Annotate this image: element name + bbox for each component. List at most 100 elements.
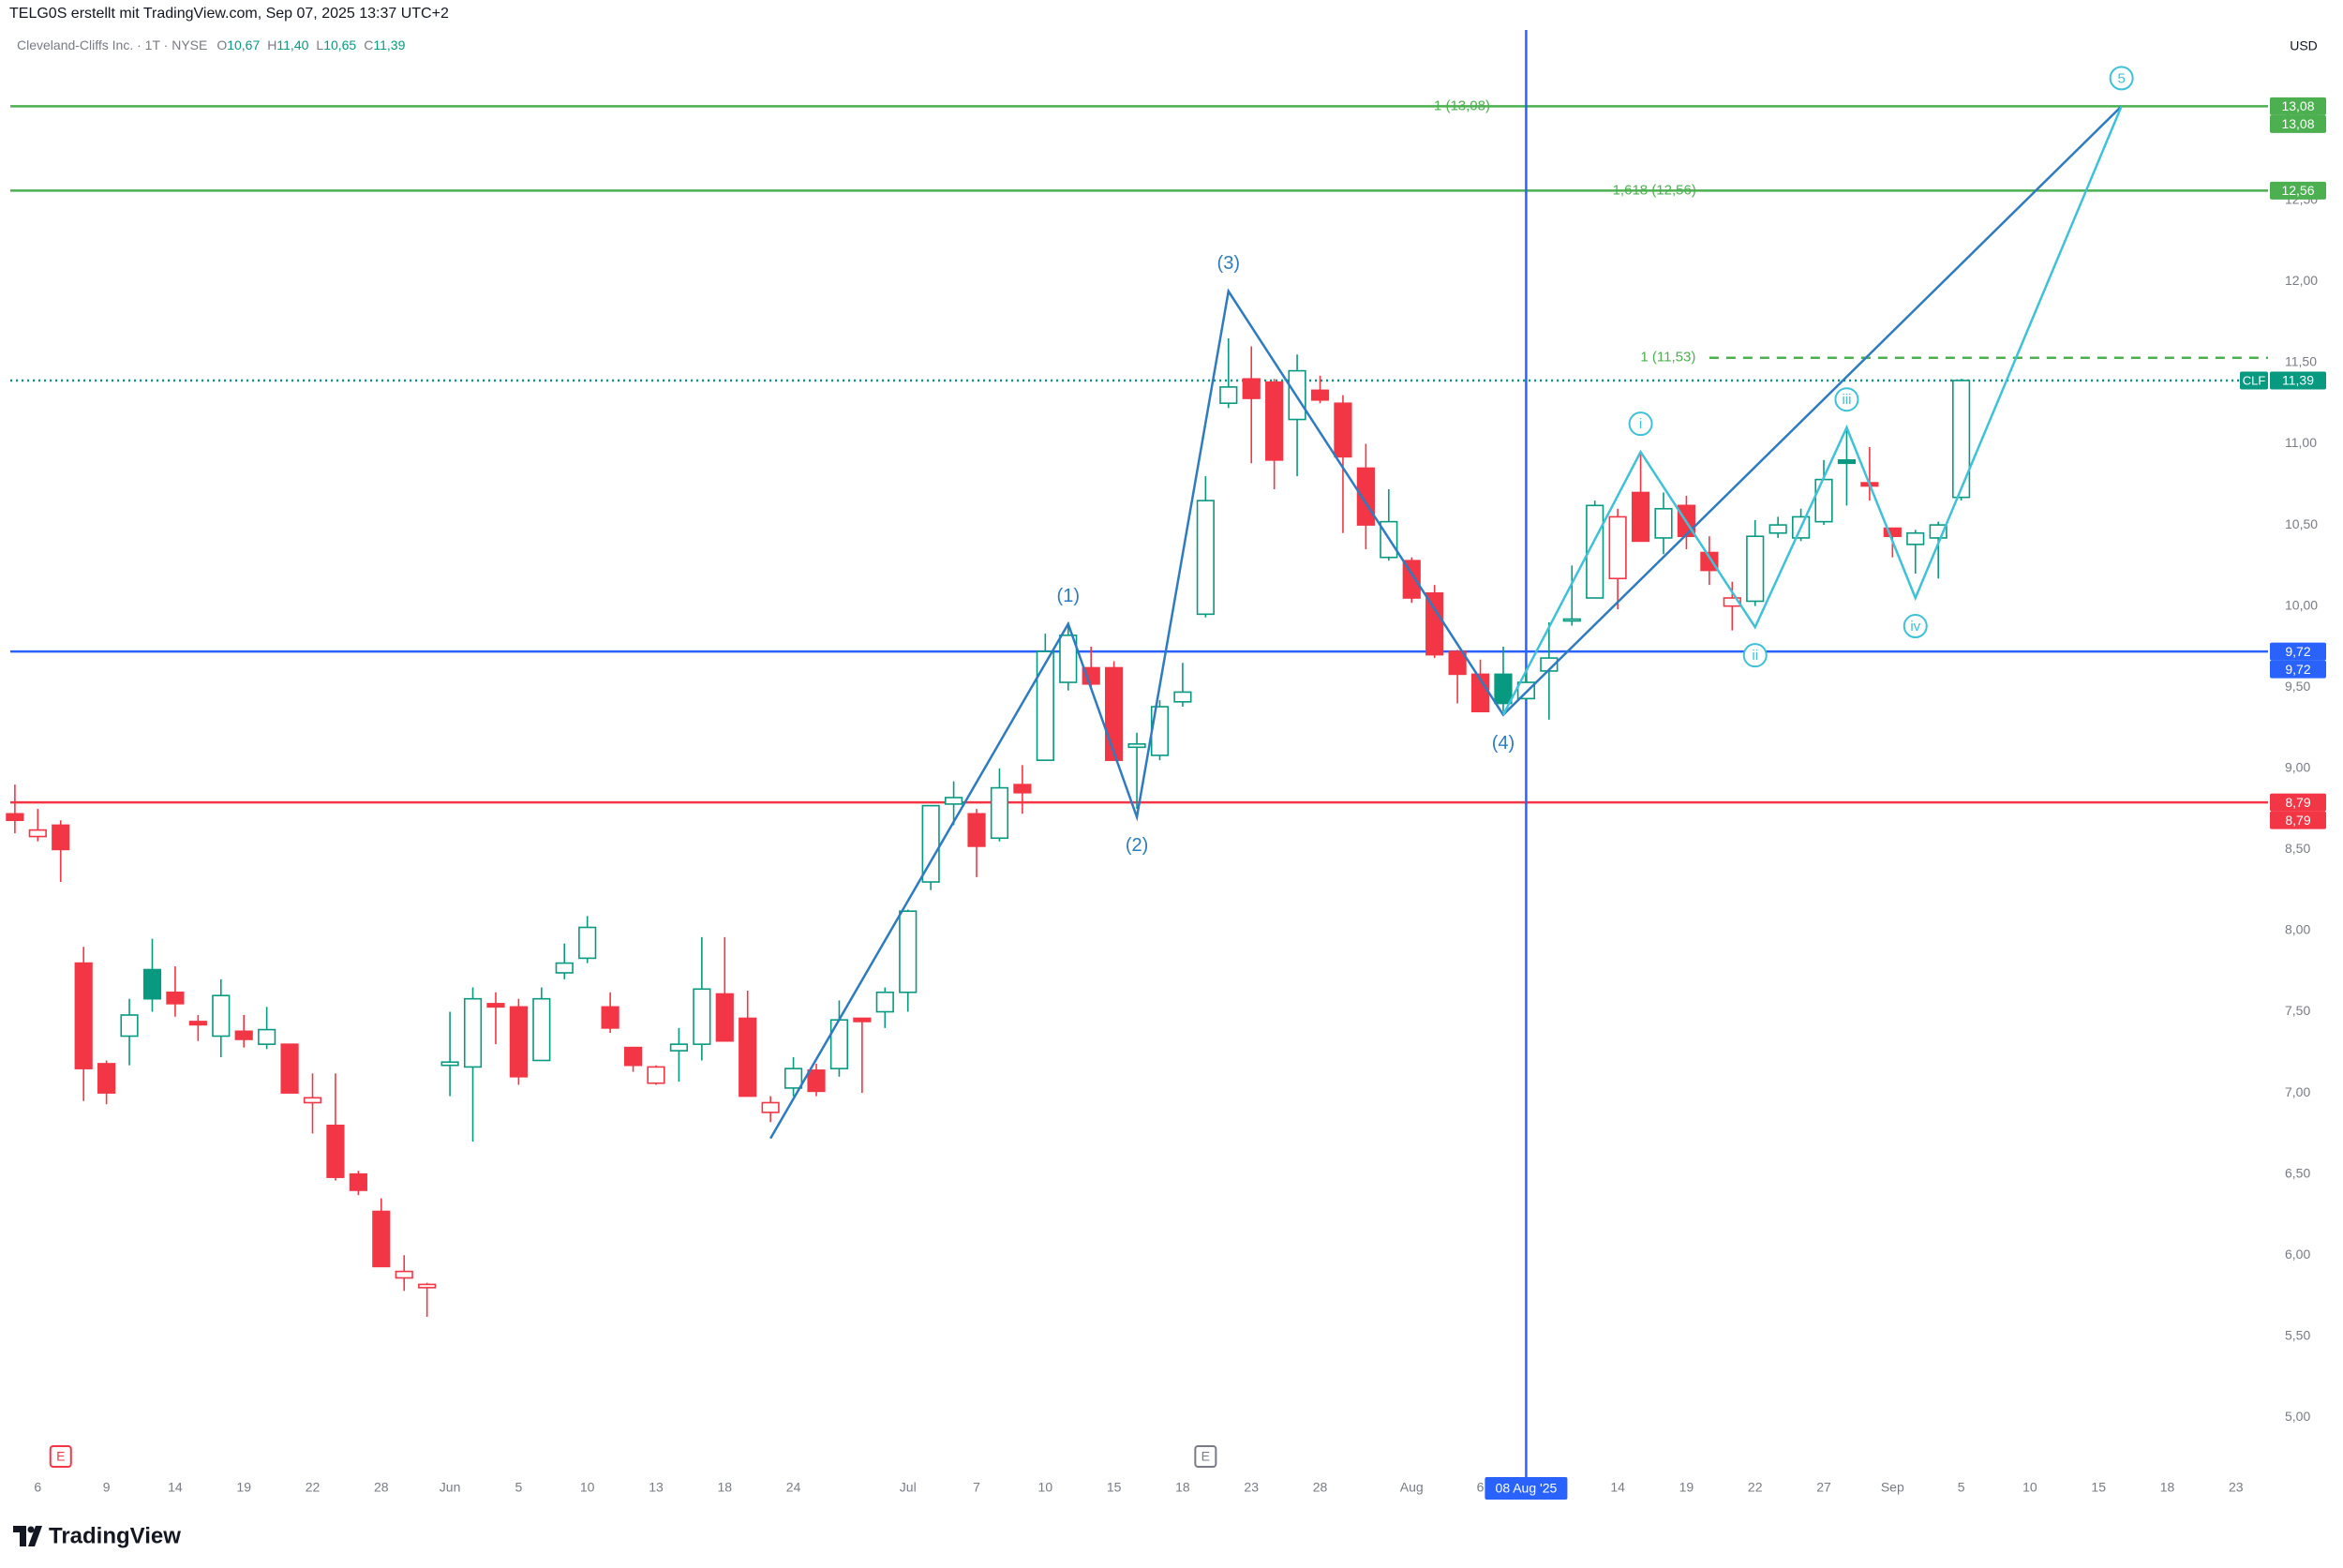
candle-body xyxy=(509,1006,528,1078)
symbol-title: Cleveland-Cliffs Inc. · 1T · NYSE xyxy=(17,37,208,52)
candle-body xyxy=(1425,592,1444,656)
wave-label-ring xyxy=(2109,66,2134,91)
candle-body xyxy=(693,988,711,1045)
price-tag-label: 11,39 xyxy=(2282,373,2314,388)
candle-body xyxy=(715,993,734,1042)
candle-body xyxy=(601,1006,619,1029)
x-tick-label: 23 xyxy=(1244,1480,1259,1495)
x-tick-label: 15 xyxy=(1107,1480,1122,1495)
candle-body xyxy=(440,1061,459,1067)
earnings-marker xyxy=(49,1445,72,1468)
candle-body xyxy=(326,1124,345,1178)
legend-key: C xyxy=(364,37,374,52)
x-tick-label: 5 xyxy=(515,1480,522,1495)
candle-body xyxy=(372,1210,391,1268)
candle-body xyxy=(875,991,894,1013)
candle-body xyxy=(532,997,551,1062)
candle-body xyxy=(1059,635,1078,683)
y-tick-label: 12,00 xyxy=(2285,273,2318,288)
candle-body xyxy=(1768,524,1787,534)
candle-body xyxy=(1631,491,1650,543)
candle-body xyxy=(1105,666,1124,761)
price-tag-label: 8,79 xyxy=(2285,813,2310,828)
wave-label: iv xyxy=(1910,619,1920,635)
candle-body xyxy=(97,1063,116,1094)
currency: USD xyxy=(2290,38,2318,53)
candle-body xyxy=(212,994,231,1038)
candle-body xyxy=(463,997,483,1068)
fib-label: 1 (11,53) xyxy=(1640,350,1695,366)
candle-body xyxy=(1310,389,1330,401)
x-tick-label: 6 xyxy=(34,1480,41,1495)
x-tick-label: Aug xyxy=(1400,1480,1424,1495)
candle-body xyxy=(188,1021,207,1026)
y-tick-label: 8,50 xyxy=(2285,841,2310,856)
x-tick-label: 19 xyxy=(1679,1480,1694,1495)
candle-body xyxy=(1265,381,1284,461)
legend-value: 10,65 xyxy=(323,37,357,52)
x-tick-label: 5 xyxy=(1958,1480,1965,1495)
candle-body xyxy=(1586,504,1604,599)
price-tag xyxy=(2270,642,2326,661)
wave-label-ring xyxy=(1834,387,1859,412)
candle-body xyxy=(669,1043,689,1052)
credit: TELG0S erstellt mit TradingView.com, Sep… xyxy=(9,6,449,22)
price-tag-label: 13,08 xyxy=(2281,116,2314,131)
candle-body xyxy=(853,1017,872,1023)
legend-key: H xyxy=(267,37,277,52)
x-tick-label: 18 xyxy=(2160,1480,2175,1495)
candle-body xyxy=(1013,784,1032,794)
candle-body xyxy=(1196,500,1215,616)
x-tick-label: 10 xyxy=(2022,1480,2037,1495)
x-tick-label: Sep xyxy=(1881,1480,1904,1495)
wave-label-ring xyxy=(1903,614,1928,639)
x-tick-label: 10 xyxy=(1038,1480,1053,1495)
wave-label: (2) xyxy=(1126,835,1148,856)
x-tick-label: 18 xyxy=(1175,1480,1190,1495)
candle-body xyxy=(990,786,1009,840)
x-tick-label: 15 xyxy=(2091,1480,2106,1495)
candle-body xyxy=(1723,597,1741,607)
candle-body xyxy=(166,991,185,1005)
fib-label: 1 (13,08) xyxy=(1434,97,1490,113)
price-tag xyxy=(2270,97,2326,115)
earnings-marker xyxy=(1194,1445,1217,1468)
y-tick-label: 9,00 xyxy=(2285,760,2310,775)
candle-body xyxy=(1494,673,1513,705)
legend-key: O xyxy=(216,37,228,52)
candle-body xyxy=(418,1283,437,1289)
symbol-legend: Cleveland-Cliffs Inc. · 1T · NYSE O10,67 H… xyxy=(17,37,410,52)
y-tick-label: 5,50 xyxy=(2285,1328,2310,1343)
candle-body xyxy=(1402,560,1421,599)
x-tick-label: 18 xyxy=(717,1480,732,1495)
fib-label: 1,618 (12,56) xyxy=(1613,182,1696,198)
candle-body xyxy=(555,962,574,974)
crosshair-tag-label: 08 Aug '25 xyxy=(1496,1481,1558,1496)
candle-body xyxy=(623,1046,643,1067)
y-tick-label: 10,00 xyxy=(2285,597,2318,612)
candle-body xyxy=(807,1069,826,1093)
price-tag xyxy=(2270,181,2326,200)
price-tag-label: 12,56 xyxy=(2281,183,2314,198)
legend-key: L xyxy=(316,37,324,52)
candle-body xyxy=(1837,459,1857,465)
logo-icon xyxy=(13,1526,42,1546)
y-tick-label: 5,00 xyxy=(2285,1409,2310,1424)
x-tick-label: 19 xyxy=(236,1480,251,1495)
x-tick-label: 14 xyxy=(168,1480,183,1495)
x-tick-label: 10 xyxy=(580,1480,595,1495)
candle-body xyxy=(578,926,597,960)
candle-body xyxy=(1036,650,1054,761)
price-tag-label: 13,08 xyxy=(2281,98,2314,113)
wave-label: i xyxy=(1639,416,1642,432)
earnings-label: E xyxy=(1201,1449,1210,1464)
wave-label-ring xyxy=(1742,643,1768,668)
candle-body xyxy=(280,1043,299,1094)
candle-body xyxy=(829,1019,849,1069)
price-tag xyxy=(2270,660,2326,679)
candle-body xyxy=(1746,535,1765,603)
candle-body xyxy=(899,910,918,993)
candle-body xyxy=(967,813,986,847)
candle-body xyxy=(1700,551,1719,572)
